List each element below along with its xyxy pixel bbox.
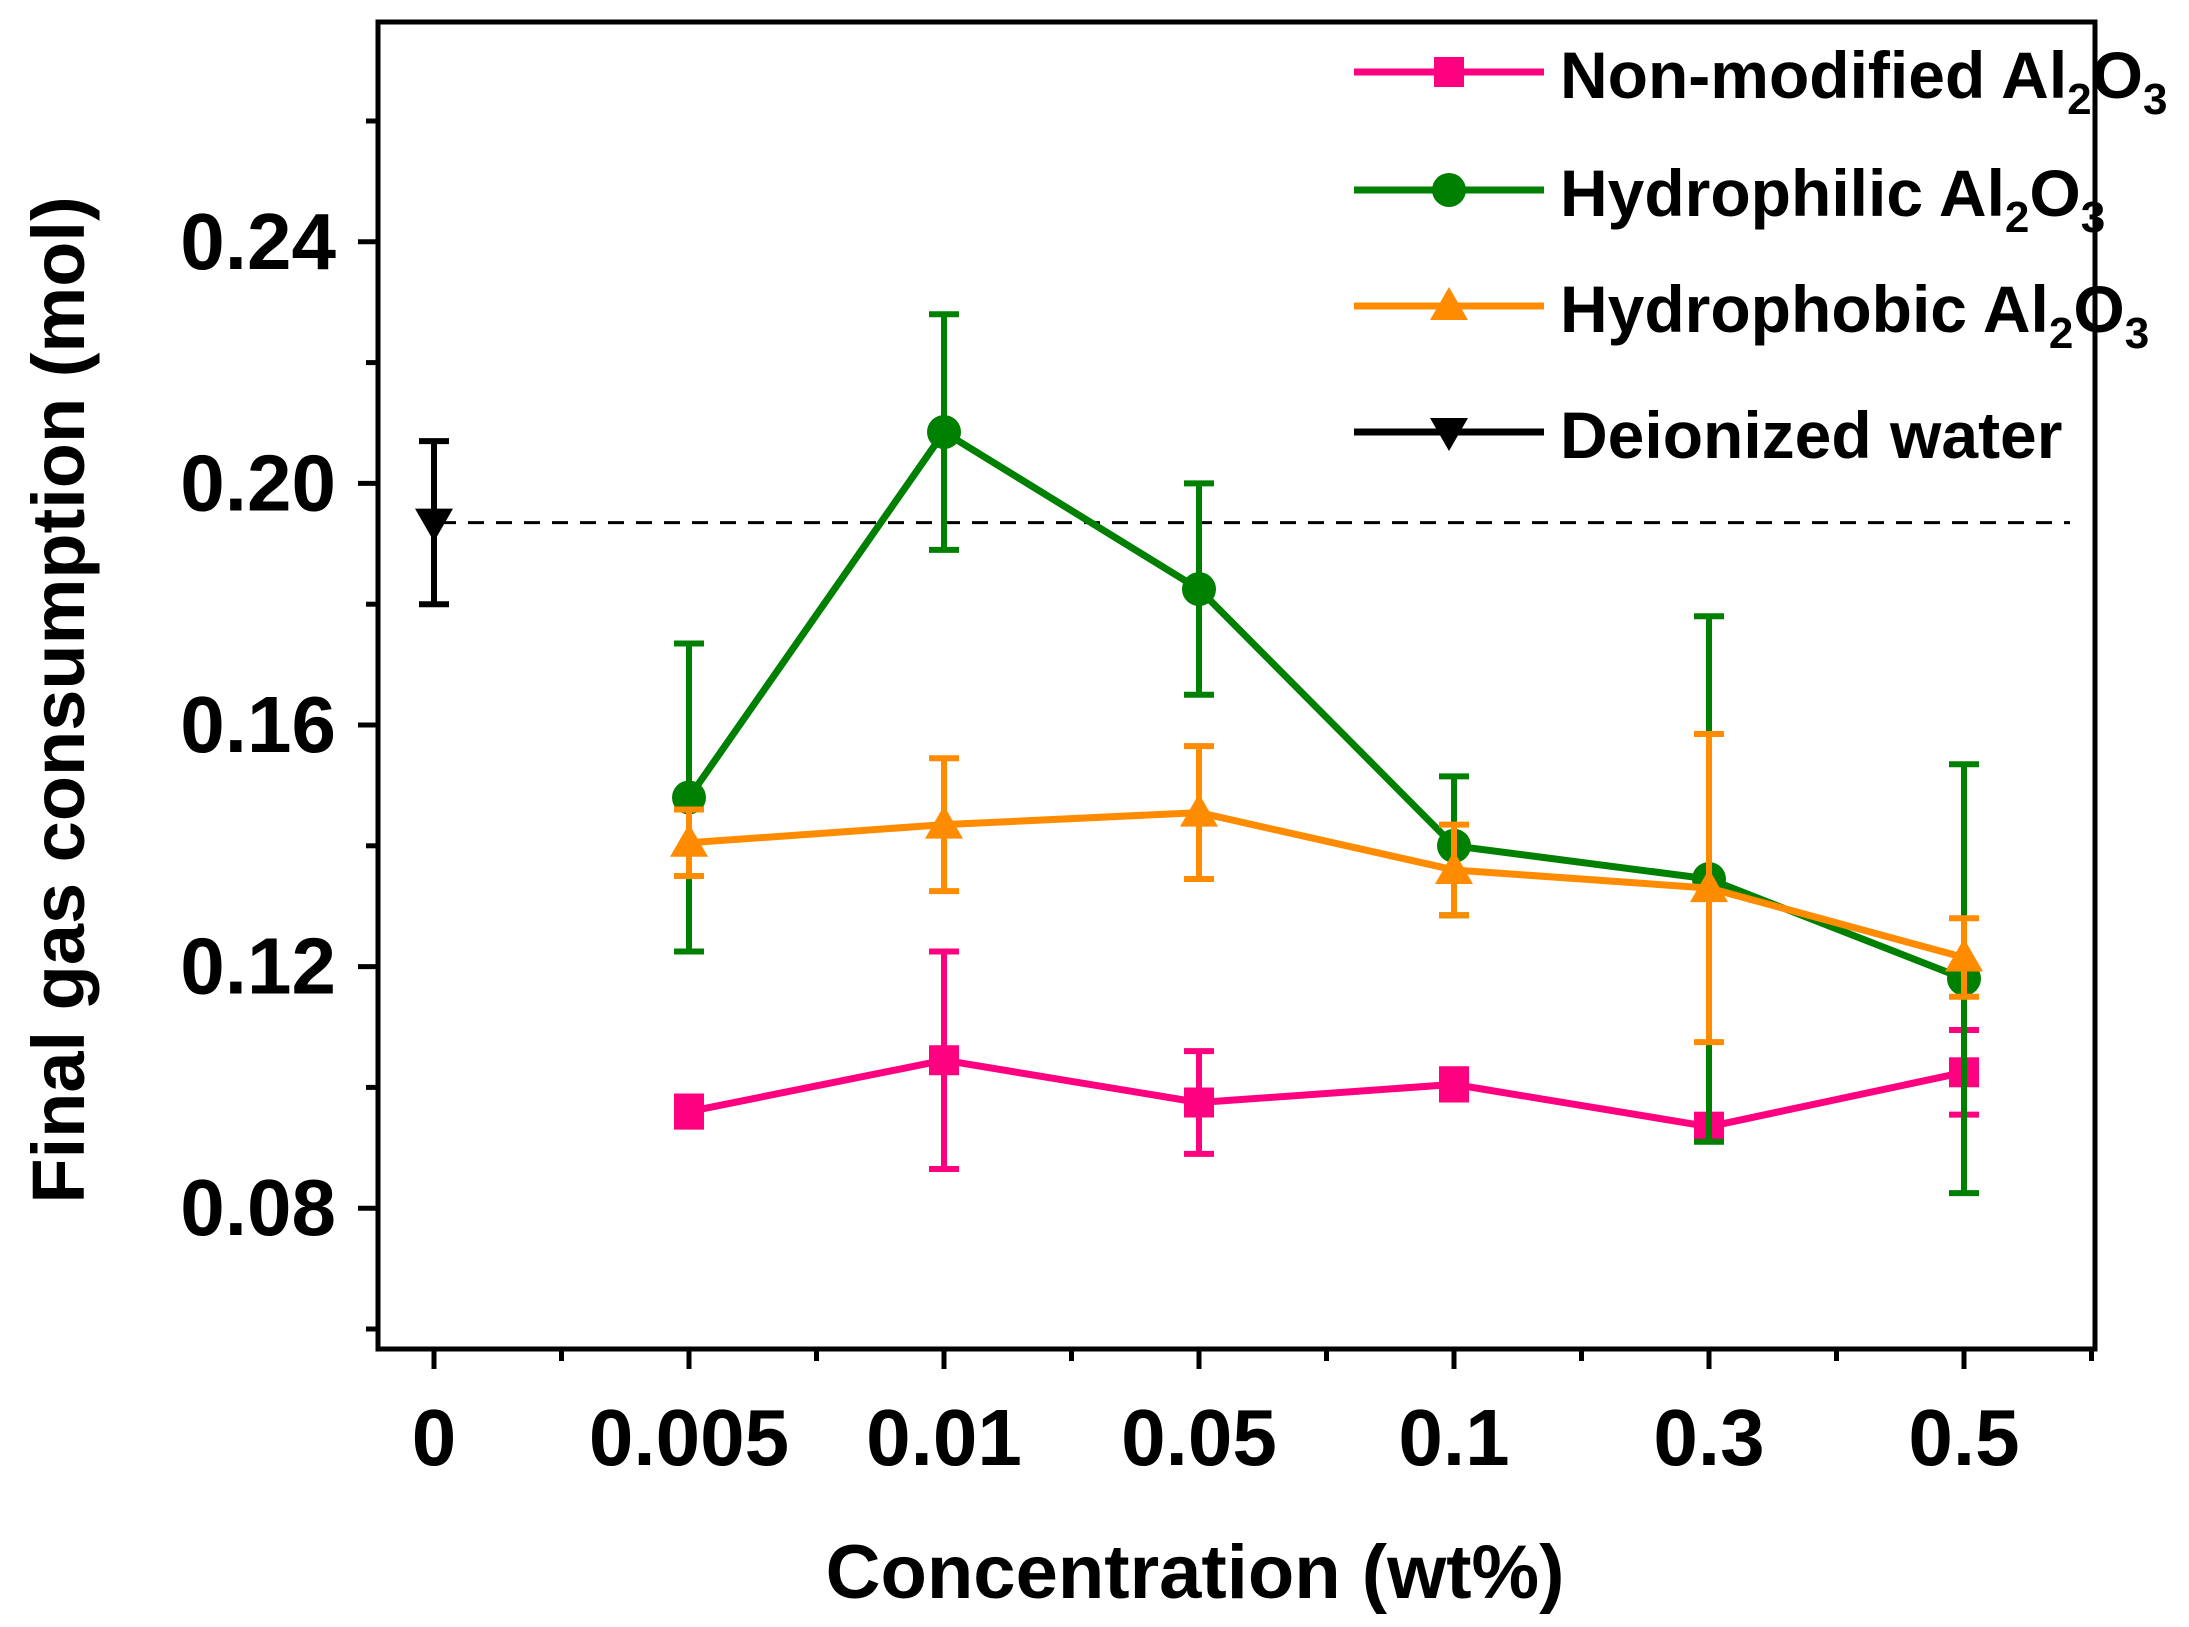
legend-text: O — [2073, 272, 2124, 346]
y-tick-label: 0.20 — [180, 438, 336, 527]
legend-item: Non-modified Al2O3 — [1354, 38, 2167, 124]
plot-frame — [375, 19, 2098, 1352]
x-tick-label: 0.005 — [589, 1393, 789, 1482]
legend-subscript: 3 — [2125, 309, 2149, 358]
legend-subscript: 2 — [2005, 193, 2029, 242]
legend-text: O — [2029, 156, 2080, 230]
legend-subscript: 3 — [2143, 75, 2167, 124]
legend-item: Hydrophilic Al2O3 — [1354, 156, 2105, 242]
legend-label: Hydrophilic Al2O3 — [1560, 156, 2105, 242]
series-layer — [415, 311, 1983, 1197]
legend-item: Hydrophobic Al2O3 — [1354, 272, 2149, 358]
legend-text: Hydrophilic Al — [1560, 156, 2005, 230]
data-point — [1435, 850, 1473, 884]
legend-swatch-marker — [1432, 173, 1466, 207]
x-axis-label: Concentration (wt%) — [826, 1530, 1565, 1615]
data-point — [1182, 572, 1216, 607]
data-point — [1180, 793, 1218, 827]
x-tick-label: 0.01 — [866, 1393, 1022, 1482]
series-group — [415, 438, 453, 608]
data-point — [925, 805, 963, 839]
series-line — [688, 809, 1965, 961]
x-tick-label: 0.05 — [1121, 1393, 1277, 1482]
legend-swatch-marker — [1430, 287, 1468, 320]
data-point — [927, 415, 961, 450]
data-point — [672, 780, 706, 815]
data-point — [415, 508, 453, 542]
data-point — [674, 1096, 704, 1127]
legend-swatch-marker — [1434, 57, 1464, 87]
data-point — [1439, 1069, 1469, 1100]
data-point — [670, 823, 708, 857]
legend-subscript: 2 — [2067, 75, 2091, 124]
x-tick-label: 0.1 — [1398, 1393, 1509, 1482]
x-tick-label: 0 — [412, 1393, 457, 1482]
y-tick-label: 0.12 — [180, 922, 336, 1011]
series-line — [686, 428, 1966, 982]
legend-text: Non-modified Al — [1560, 38, 2067, 112]
y-tick-label: 0.16 — [180, 680, 336, 769]
data-point — [929, 1045, 959, 1076]
legend-swatch-marker — [1430, 418, 1468, 451]
x-tick-label: 0.3 — [1653, 1393, 1764, 1482]
y-tick-label: 0.08 — [180, 1163, 336, 1252]
data-point — [1945, 938, 1983, 972]
legend-item: Deionized water — [1354, 398, 2062, 472]
legend-text: Hydrophobic Al — [1560, 272, 2049, 346]
legend-label: Hydrophobic Al2O3 — [1560, 272, 2149, 358]
data-point — [1690, 869, 1728, 903]
legend-label: Non-modified Al2O3 — [1560, 38, 2167, 124]
legend-label: Deionized water — [1560, 398, 2062, 472]
x-tick-label: 0.5 — [1908, 1393, 2019, 1482]
y-tick-label: 0.24 — [180, 197, 336, 286]
series-group — [670, 731, 1983, 1046]
legend-subscript: 3 — [2081, 193, 2105, 242]
y-axis-label: Final gas consumption (mol) — [17, 196, 100, 1203]
legend-text: Deionized water — [1560, 398, 2062, 472]
series-line — [688, 1056, 1965, 1131]
legend-subscript: 2 — [2049, 309, 2073, 358]
legend-text: O — [2092, 38, 2143, 112]
axes-layer: 0.08 0.12 0.16 0.20 0.24 0 0.005 0.01 0.05 0.1 0.3… — [180, 118, 2094, 1482]
data-point — [1184, 1087, 1214, 1118]
